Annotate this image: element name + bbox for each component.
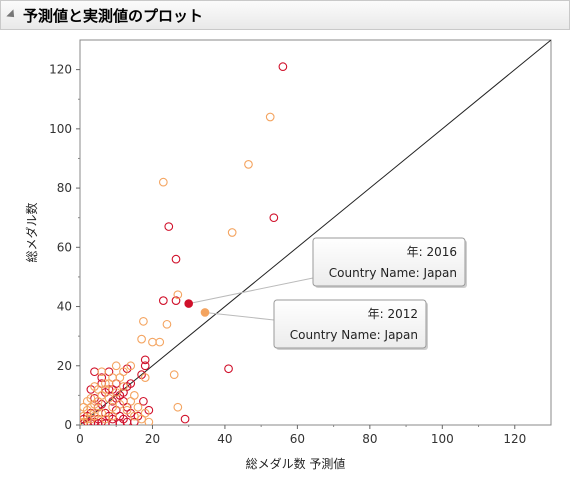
data-point[interactable] — [108, 411, 117, 421]
x-tick-label: 100 — [431, 432, 454, 446]
data-point[interactable] — [227, 228, 237, 237]
y-tick-label: 80 — [57, 181, 72, 195]
points-layer — [80, 40, 551, 426]
data-point[interactable] — [180, 414, 190, 424]
report-title-bar[interactable]: 予測値と実測値のプロット — [0, 0, 570, 30]
tooltip-leader-line — [188, 277, 314, 305]
data-point[interactable] — [82, 396, 92, 406]
data-point[interactable] — [108, 402, 117, 412]
data-point[interactable] — [171, 254, 181, 264]
data-point[interactable] — [278, 62, 288, 72]
data-point[interactable] — [86, 414, 96, 424]
data-point[interactable] — [140, 355, 150, 365]
y-tick-label: 40 — [57, 300, 72, 314]
data-point[interactable] — [265, 112, 275, 122]
y-tick-label: 20 — [57, 359, 72, 373]
data-point[interactable] — [162, 319, 172, 329]
highlighted-point[interactable] — [200, 308, 210, 317]
data-point[interactable] — [129, 417, 139, 426]
data-point[interactable] — [126, 396, 136, 406]
x-axis-label: 総メダル数 予測値 — [246, 456, 346, 471]
data-point[interactable] — [115, 373, 125, 382]
x-tick-label: 40 — [217, 432, 232, 446]
y-tick-label: 120 — [49, 63, 72, 77]
y-tick-label: 0 — [64, 418, 72, 432]
data-point[interactable] — [93, 408, 103, 418]
x-tick-label: 60 — [290, 432, 305, 446]
data-point[interactable] — [140, 408, 150, 418]
data-point[interactable] — [90, 382, 99, 391]
y-tick-label: 100 — [49, 122, 72, 136]
y-axis-label: 総メダル数 — [24, 202, 39, 262]
data-point[interactable] — [269, 213, 279, 223]
data-point[interactable] — [164, 222, 174, 231]
data-point[interactable] — [139, 396, 148, 406]
data-point[interactable] — [111, 388, 121, 397]
data-point[interactable] — [115, 399, 125, 409]
data-point[interactable] — [111, 361, 121, 371]
tooltip-year: 年: 2016 — [407, 245, 457, 259]
x-tick-label: 120 — [503, 432, 526, 446]
x-tick-label: 0 — [76, 432, 84, 446]
report-title: 予測値と実測値のプロット — [23, 6, 204, 25]
data-point[interactable] — [244, 160, 253, 169]
data-point[interactable] — [133, 402, 143, 412]
data-point[interactable] — [155, 337, 165, 347]
data-point[interactable] — [101, 379, 110, 388]
data-point[interactable] — [80, 417, 88, 426]
data-point[interactable] — [97, 367, 107, 377]
data-point[interactable] — [144, 417, 154, 426]
tooltip-country: Country Name: Japan — [290, 328, 418, 342]
data-point[interactable] — [140, 373, 150, 382]
data-point[interactable] — [140, 361, 150, 371]
tooltip-leader-line — [204, 311, 275, 321]
data-point[interactable] — [169, 370, 179, 380]
data-point[interactable] — [224, 364, 233, 374]
x-tick-label: 20 — [145, 432, 160, 446]
tooltip-box — [273, 299, 427, 349]
tooltips-layer: 年: 2016 Country Name: Japan 年: 2012 Country… — [184, 237, 467, 350]
tooltip-country: Country Name: Japan — [329, 266, 457, 280]
data-point[interactable] — [139, 316, 148, 326]
data-point[interactable] — [129, 411, 139, 421]
data-point[interactable] — [173, 290, 183, 300]
data-point[interactable] — [101, 414, 110, 424]
diagonal-reference-line — [80, 40, 551, 425]
tooltip-year: 年: 2012 — [368, 307, 418, 321]
data-point[interactable] — [158, 296, 168, 305]
data-point[interactable] — [171, 296, 181, 305]
data-point[interactable] — [119, 382, 128, 391]
hover-label[interactable]: 年: 2016 Country Name: Japan — [312, 237, 467, 288]
data-point[interactable] — [126, 361, 136, 371]
tooltip-box — [312, 237, 466, 287]
x-tick-label: 80 — [362, 432, 377, 446]
highlighted-point[interactable] — [184, 299, 193, 308]
data-point[interactable] — [122, 405, 132, 415]
y-tick-label: 60 — [57, 240, 72, 254]
data-point[interactable] — [173, 402, 183, 412]
data-point[interactable] — [137, 334, 146, 344]
data-point[interactable] — [158, 177, 168, 187]
hover-label[interactable]: 年: 2012 Country Name: Japan — [273, 299, 428, 350]
data-point[interactable] — [104, 393, 114, 403]
